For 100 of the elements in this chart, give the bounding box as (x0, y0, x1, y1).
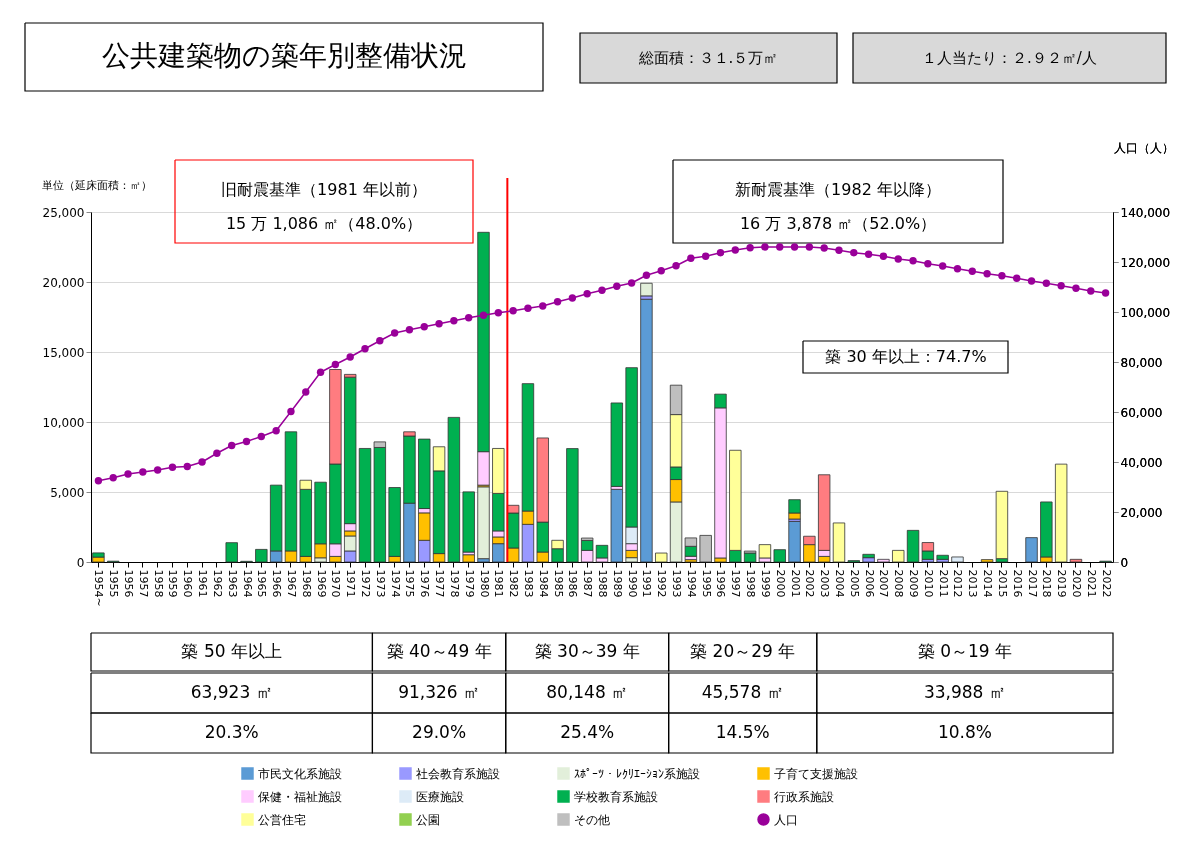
y-tick-label: 0 (76, 555, 85, 570)
x-tick-label: 1956 (122, 569, 136, 598)
text: 14.5% (715, 722, 770, 742)
legend-label: 社会教育系施設 (416, 766, 500, 781)
x-tick-label: 1990 (625, 569, 639, 598)
x-tick-label: 1999 (758, 569, 772, 598)
x-tick-label: 1977 (433, 569, 447, 598)
x-tick-label: 2002 (803, 569, 817, 598)
x-tick-label: 1970 (329, 569, 343, 598)
legend-label: 公園 (416, 812, 440, 827)
legend-label: その他 (574, 812, 610, 827)
x-tick-label: 1975 (403, 569, 417, 598)
x-tick-label: 1974 (388, 569, 402, 598)
x-tick-label: 1969 (314, 569, 328, 598)
x-tick-label: 2004 (832, 569, 846, 598)
x-tick-label: 2012 (951, 569, 965, 598)
x-tick-label: 1957 (136, 569, 150, 598)
x-tick-label: 1997 (729, 569, 743, 598)
y2-tick-label: 20,000 (1120, 505, 1163, 520)
x-tick-label: 1986 (566, 569, 580, 598)
x-tick-label: 1982 (507, 569, 521, 598)
x-tick-label: 1973 (373, 569, 387, 598)
x-tick-label: 1998 (744, 569, 758, 598)
x-tick-label: 1958 (151, 569, 165, 598)
text: 築 0～19 年 (917, 641, 1013, 661)
x-tick-label: 1992 (655, 569, 669, 598)
text: １人当たり：２.９２㎡/人 (922, 49, 1097, 67)
text: 築 40～49 年 (386, 641, 492, 661)
text: 旧耐震基準（1981 年以前） (221, 180, 427, 199)
x-tick-label: 1989 (610, 569, 624, 598)
x-tick-label: 2014 (981, 569, 995, 598)
x-tick-label: 1954~ (92, 569, 106, 607)
annotation: 15 万 1,086 ㎡（48.0%） (225, 214, 423, 233)
text: 新耐震基準（1982 年以降） (735, 180, 941, 199)
legend-label: 学校教育系施設 (574, 789, 658, 804)
text: 築 20～29 年 (690, 641, 796, 661)
y2-tick-label: 0 (1120, 555, 1129, 570)
x-tick-label: 2021 (1084, 569, 1098, 598)
y2-tick-label: 120,000 (1120, 255, 1171, 270)
legend-label: 人口 (774, 812, 798, 827)
chart-title: 公共建築物の築年別整備状況 (101, 39, 467, 72)
x-tick-label: 2022 (1099, 569, 1113, 598)
text: 80,148 ㎡ (546, 682, 629, 702)
x-tick-label: 2018 (1040, 569, 1054, 598)
x-tick-label: 1978 (447, 569, 461, 598)
x-tick-label: 1962 (210, 569, 224, 598)
x-tick-label: 1985 (551, 569, 565, 598)
x-tick-label: 1963 (225, 569, 239, 598)
annotation: 16 万 3,878 ㎡（52.0%） (739, 214, 937, 233)
x-tick-label: 1955 (107, 569, 121, 598)
x-tick-label: 2019 (1055, 569, 1069, 598)
x-tick-label: 1971 (344, 569, 358, 598)
text: 63,923 ㎡ (190, 682, 273, 702)
x-tick-label: 2016 (1010, 569, 1024, 598)
legend-label: 市民文化系施設 (258, 766, 342, 781)
x-tick-label: 1968 (299, 569, 313, 598)
x-tick-label: 1983 (521, 569, 535, 598)
x-tick-label: 2009 (907, 569, 921, 598)
y-tick-label: 15,000 (42, 345, 85, 360)
x-tick-label: 1991 (640, 569, 654, 598)
x-tick-label: 1964 (240, 569, 254, 598)
x-tick-label: 1995 (699, 569, 713, 598)
x-tick-label: 1981 (492, 569, 506, 598)
y2-axis-title: 人口（人） (1113, 140, 1174, 155)
x-tick-label: 1960 (181, 569, 195, 598)
x-tick-label: 1966 (270, 569, 284, 598)
text: 45,578 ㎡ (701, 682, 784, 702)
x-tick-label: 1994 (684, 569, 698, 598)
x-tick-label: 1976 (418, 569, 432, 598)
y2-tick-label: 100,000 (1120, 305, 1171, 320)
text: 10.8% (937, 722, 992, 742)
x-tick-label: 1996 (714, 569, 728, 598)
text: 29.0% (412, 722, 467, 742)
y2-tick-label: 60,000 (1120, 405, 1163, 420)
legend-label: 行政系施設 (774, 789, 834, 804)
x-tick-label: 2013 (966, 569, 980, 598)
x-tick-label: 1967 (284, 569, 298, 598)
x-tick-label: 2008 (892, 569, 906, 598)
text: 築 50 年以上 (181, 641, 282, 661)
y-tick-label: 25,000 (42, 205, 85, 220)
x-tick-label: 2001 (788, 569, 802, 598)
x-tick-label: 2017 (1025, 569, 1039, 598)
y-axis-title: 単位（延床面積：㎡） (41, 178, 152, 192)
y-tick-label: 20,000 (42, 275, 85, 290)
legend-label: 医療施設 (416, 789, 464, 804)
legend-label: 子育て支援施設 (774, 766, 858, 781)
y-tick-label: 10,000 (42, 415, 85, 430)
x-tick-label: 2020 (1069, 569, 1083, 598)
x-tick-label: 2010 (921, 569, 935, 598)
x-tick-label: 2003 (818, 569, 832, 598)
legend-label: ｽﾎﾟｰﾂ・ﾚｸﾘｴｰｼｮﾝ系施設 (574, 766, 700, 781)
x-tick-label: 1972 (359, 569, 373, 598)
text: 総面積：３１.５万㎡ (637, 49, 779, 67)
x-tick-label: 2007 (877, 569, 891, 598)
x-tick-label: 2006 (862, 569, 876, 598)
x-tick-label: 1959 (166, 569, 180, 598)
x-tick-label: 1993 (670, 569, 684, 598)
x-tick-label: 1980 (477, 569, 491, 598)
x-tick-label: 2011 (936, 569, 950, 598)
text: 20.3% (204, 722, 259, 742)
